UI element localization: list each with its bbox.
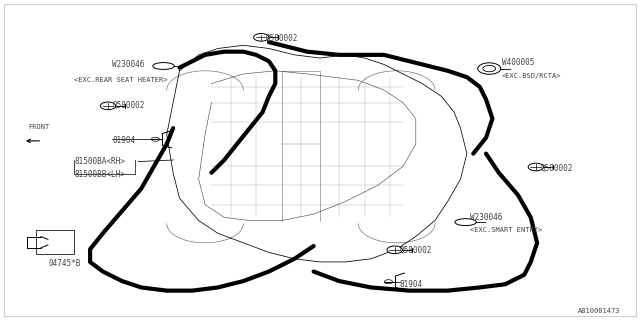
Ellipse shape: [455, 219, 476, 226]
Text: 04745*B: 04745*B: [49, 259, 81, 268]
Text: 81500BA<RH>: 81500BA<RH>: [74, 157, 125, 166]
Circle shape: [477, 63, 500, 74]
Text: <EXC.SMART ENTRY>: <EXC.SMART ENTRY>: [470, 227, 542, 233]
Text: 81904: 81904: [113, 136, 136, 145]
Text: Q580002: Q580002: [266, 35, 298, 44]
Text: Q580002: Q580002: [400, 246, 432, 255]
Text: W230046: W230046: [113, 60, 145, 69]
Circle shape: [387, 246, 403, 254]
Text: FRONT: FRONT: [28, 124, 50, 130]
Text: 81500BB<LH>: 81500BB<LH>: [74, 170, 125, 179]
Text: A810001473: A810001473: [578, 308, 620, 314]
Circle shape: [100, 102, 116, 110]
Circle shape: [253, 34, 269, 41]
Text: W230046: W230046: [470, 213, 502, 222]
Ellipse shape: [153, 63, 174, 69]
Circle shape: [528, 163, 543, 171]
Text: Q580002: Q580002: [113, 101, 145, 110]
Text: Q580002: Q580002: [540, 164, 573, 172]
Text: 81904: 81904: [400, 280, 423, 289]
Text: <EXC.REAR SEAT HEATER>: <EXC.REAR SEAT HEATER>: [74, 77, 168, 83]
Text: <EXC.BSD/RCTA>: <EXC.BSD/RCTA>: [502, 73, 561, 79]
Text: W400005: W400005: [502, 58, 534, 67]
